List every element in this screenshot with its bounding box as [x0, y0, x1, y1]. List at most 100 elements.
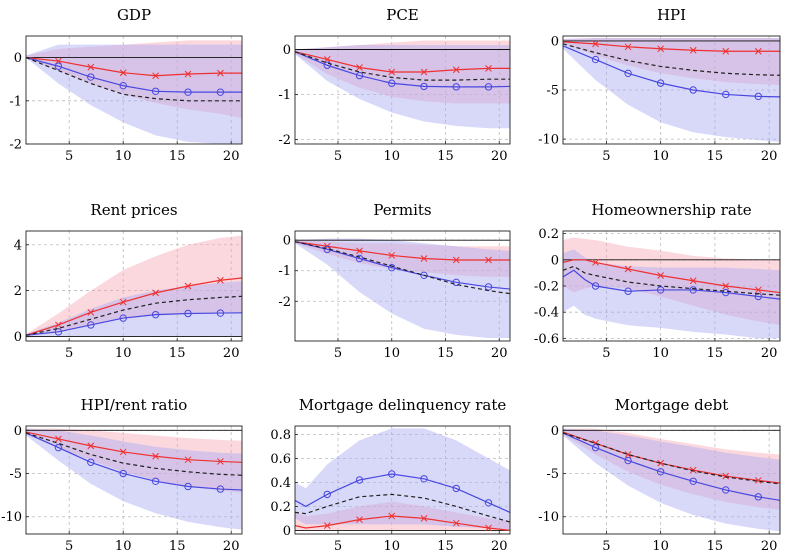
blue-o-marker [388, 79, 396, 87]
red-x-marker [55, 57, 62, 65]
red-x-marker [356, 516, 363, 523]
blue-o-marker [420, 271, 428, 280]
blue-o-marker [388, 263, 396, 272]
panel-title: HPI [657, 6, 686, 24]
red-x-marker [388, 512, 396, 520]
x-tick-label: 5 [602, 346, 610, 361]
panel-9: 5 10 15 20 0 -5 -10 Mortgage debt [538, 396, 781, 554]
blue-o-series-line [26, 432, 242, 491]
x-tick-label: 15 [169, 539, 186, 554]
x-tick-label: 20 [761, 346, 778, 361]
blue-o-marker [119, 81, 127, 90]
blue-o-marker [689, 477, 697, 485]
x-tick-label: 5 [334, 539, 342, 554]
x-tick-label: 10 [652, 346, 669, 361]
plot-area [26, 426, 242, 534]
blue-confidence-band [26, 44, 242, 144]
blue-o-marker [656, 79, 665, 87]
red-x-marker [754, 47, 762, 55]
blue-confidence-band [563, 249, 780, 339]
red-x-marker [356, 247, 363, 255]
x-tick-label: 15 [707, 149, 724, 164]
x-tick-label: 10 [115, 346, 132, 361]
red-x-marker [754, 477, 762, 484]
blue-o-marker [722, 486, 730, 494]
blue-o-marker [87, 73, 95, 81]
x-tick-label: 10 [652, 149, 669, 164]
y-tick-label: -10 [1, 510, 22, 525]
panel-8: 5 10 15 20 0.8 0.6 0.4 0.2 0 Mortgage delinquency… [270, 396, 511, 554]
blue-o-marker [722, 288, 730, 297]
panel-2: 5 10 15 20 0 -1 -2 PCE [278, 6, 511, 164]
red-x-marker [87, 442, 95, 450]
axes-frame [294, 35, 511, 145]
blue-o-marker [216, 309, 225, 317]
black-dashed-series-line [26, 57, 242, 102]
blue-o-series-line [295, 51, 510, 88]
x-tick-label: 15 [707, 346, 724, 361]
plot-area [563, 231, 780, 341]
y-tick-label: 0.6 [270, 452, 291, 467]
y-tick-label: 0 [283, 43, 291, 58]
y-tick-label: 0.2 [538, 227, 559, 242]
blue-o-marker [216, 485, 225, 493]
blue-o-marker [184, 88, 192, 96]
blue-o-series-line [26, 57, 242, 93]
blue-o-marker [87, 321, 95, 329]
blue-o-marker [323, 61, 331, 69]
red-x-marker [754, 286, 762, 294]
blue-o-marker [151, 87, 160, 95]
x-tick-label: 5 [65, 346, 73, 361]
x-tick-label: 10 [383, 149, 400, 164]
red-confidence-band [26, 235, 242, 337]
red-x-marker [624, 43, 632, 51]
red-x-series-line [295, 51, 510, 73]
y-tick-label: 0.8 [270, 428, 291, 443]
panel-1: 5 10 15 20 0 -1 -2 GDP [9, 6, 243, 164]
panel-5: 5 10 15 20 0 -1 -2 Permits [278, 201, 511, 361]
y-tick-label: -0.4 [534, 306, 559, 321]
blue-o-marker [87, 458, 95, 466]
y-tick-label: 0 [283, 234, 291, 249]
y-tick-label: -1 [9, 94, 22, 109]
blue-o-marker [452, 484, 460, 493]
blue-o-marker [624, 456, 632, 465]
red-x-marker [722, 47, 730, 55]
x-tick-label: 15 [437, 539, 454, 554]
blue-o-marker [754, 92, 762, 101]
red-x-series-line [26, 277, 242, 336]
y-tick-label: -2 [9, 138, 22, 153]
x-tick-label: 20 [491, 346, 508, 361]
y-tick-label: -2 [278, 133, 291, 148]
red-x-marker [657, 272, 665, 279]
red-confidence-band [26, 40, 242, 119]
y-tick-label: -10 [538, 133, 559, 148]
x-tick-label: 20 [223, 149, 240, 164]
blue-o-marker [420, 82, 428, 91]
red-x-marker [452, 256, 460, 264]
y-tick-label: 2 [14, 284, 22, 299]
axes-frame [25, 35, 243, 145]
blue-o-marker [119, 314, 127, 322]
red-x-marker [452, 66, 460, 74]
blue-o-marker [184, 482, 192, 491]
blue-o-marker [119, 469, 127, 478]
blue-confidence-band [563, 37, 780, 143]
axes-frame [294, 425, 511, 535]
red-x-marker [323, 56, 331, 63]
red-x-series-line [26, 57, 242, 77]
blue-o-marker [754, 493, 762, 501]
red-x-marker [722, 472, 730, 480]
plot-area [295, 426, 510, 534]
panel-title: Rent prices [90, 201, 177, 219]
y-tick-label: 0 [551, 424, 559, 439]
red-x-marker [388, 68, 396, 76]
blue-o-series-line [26, 312, 242, 336]
axes-frame [25, 425, 243, 535]
blue-o-marker [388, 470, 396, 478]
y-tick-label: 0 [551, 34, 559, 49]
red-x-marker [657, 45, 665, 53]
blue-o-series-line [563, 269, 780, 300]
